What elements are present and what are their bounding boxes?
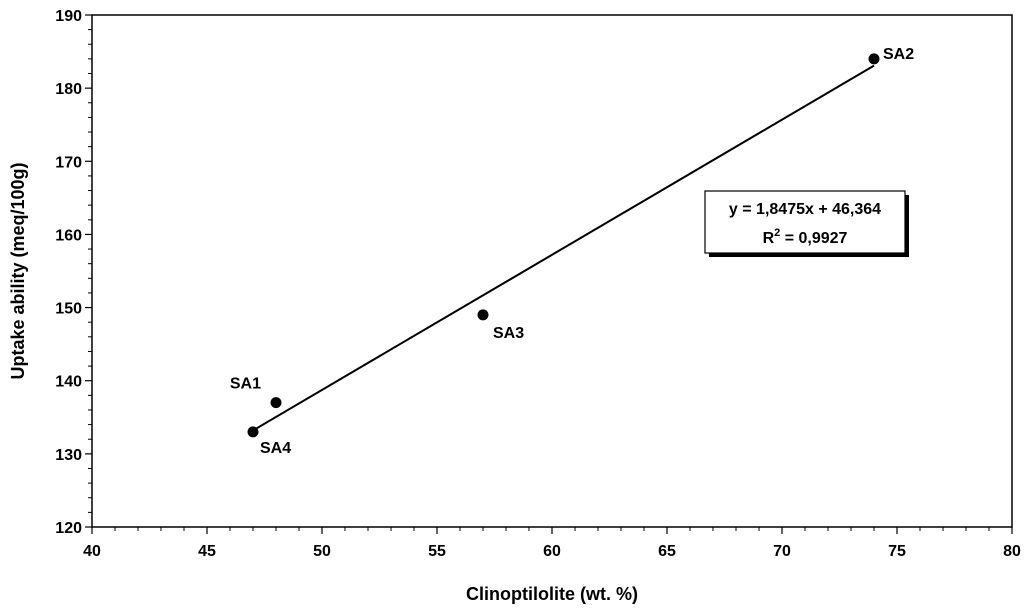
y-tick-label: 140 <box>55 374 82 391</box>
point-label-sa1: SA1 <box>230 376 261 393</box>
data-point-sa2 <box>868 53 880 65</box>
point-label-sa2: SA2 <box>883 46 914 63</box>
x-tick-label: 50 <box>313 543 331 560</box>
x-tick-label: 40 <box>83 543 101 560</box>
data-point-labels: SA1 SA2 SA3 SA4 <box>230 46 914 457</box>
x-tick-label: 65 <box>658 543 676 560</box>
equation-box: y = 1,8475x + 46,364 R2 = 0,9927 <box>704 190 909 257</box>
y-tick-label: 150 <box>55 301 82 318</box>
data-points <box>247 53 880 438</box>
x-tick-label: 55 <box>428 543 446 560</box>
y-tick-label: 170 <box>55 154 82 171</box>
x-tick-label: 60 <box>543 543 561 560</box>
trendline <box>252 64 875 432</box>
y-tick-label: 180 <box>55 81 82 98</box>
equation-box-frame <box>704 190 906 254</box>
r-squared-value: = 0,9927 <box>780 230 847 247</box>
x-tick-label: 75 <box>888 543 906 560</box>
r-squared-exponent: 2 <box>774 227 780 239</box>
x-tick-label: 70 <box>773 543 791 560</box>
data-point-sa3 <box>477 309 489 321</box>
y-axis-title: Uptake ability (meq/100g) <box>8 162 28 379</box>
data-point-sa1 <box>270 397 282 409</box>
y-tick-label: 120 <box>55 520 82 537</box>
r-squared-label: R2 = 0,9927 <box>763 227 848 247</box>
axis-tick-labels: 40 45 50 55 60 65 70 75 80 120 130 140 150 160 170 180 1… <box>55 8 1021 560</box>
y-tick-label: 160 <box>55 227 82 244</box>
x-tick-label: 80 <box>1003 543 1021 560</box>
y-tick-label: 130 <box>55 447 82 464</box>
trendline-equation: y = 1,8475x + 46,364 <box>729 201 881 218</box>
plot-area <box>91 14 1013 528</box>
axis-ticks <box>85 14 1013 534</box>
point-label-sa4: SA4 <box>260 440 291 457</box>
x-axis-title: Clinoptilolite (wt. %) <box>466 584 638 604</box>
y-tick-label: 190 <box>55 8 82 25</box>
x-tick-label: 45 <box>198 543 216 560</box>
point-label-sa3: SA3 <box>493 325 524 342</box>
r-squared-symbol: R <box>763 230 775 247</box>
data-point-sa4 <box>247 426 259 438</box>
